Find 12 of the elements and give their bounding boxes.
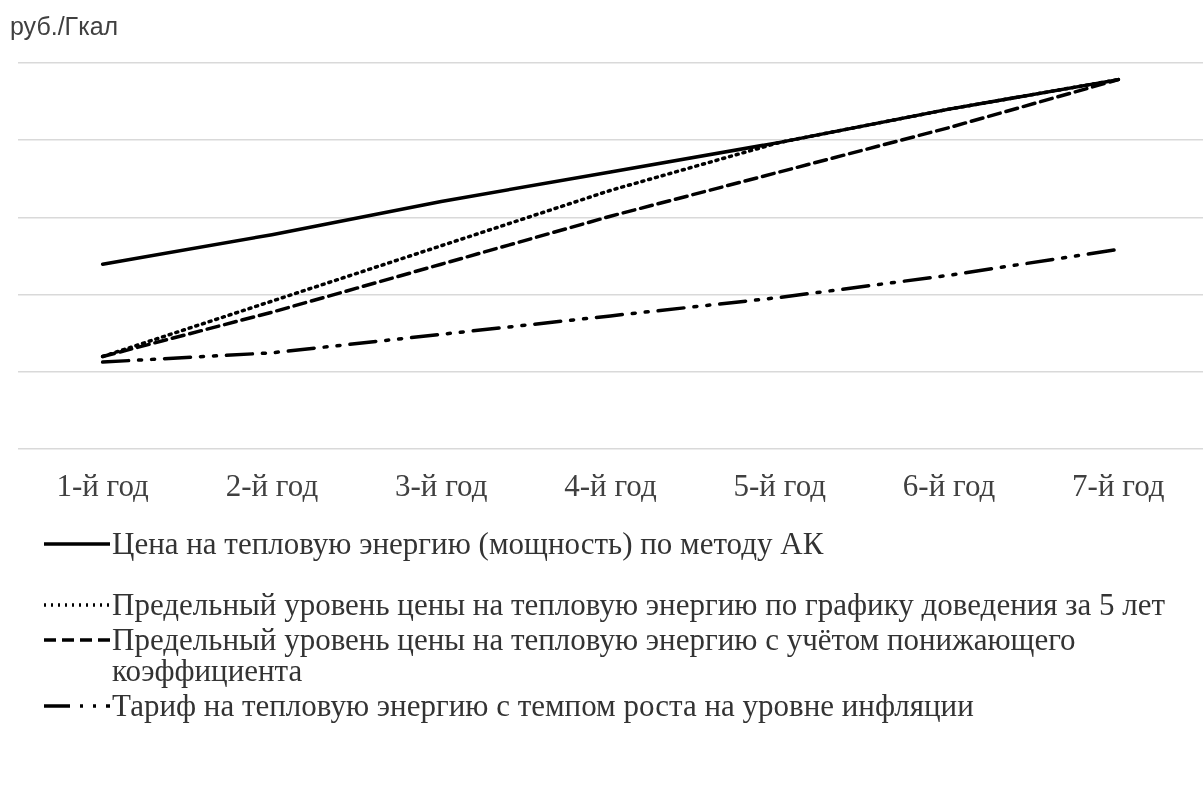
y-axis-title: руб./Гкал (10, 12, 119, 41)
legend-label: Предельный уровень цены на тепловую энергию с учётом понижающего коэффициента (112, 622, 1077, 688)
x-tick-label: 1-й год (56, 467, 150, 503)
legend-label: Цена на тепловую энергию (мощность) по методу АК (112, 526, 824, 561)
legend-label: Предельный уровень цены на тепловую энергию по графику доведения за 5 лет (112, 587, 1166, 622)
x-tick-label: 3-й год (394, 467, 488, 503)
x-tick-label: 4-й год (564, 467, 657, 503)
x-tick-label: 6-й год (902, 467, 996, 503)
x-tick-label: 5-й год (733, 467, 827, 503)
x-tick-label: 7-й год (1072, 467, 1165, 503)
legend-label: Тариф на тепловую энергию с темпом роста на уровне инфляции (112, 688, 974, 723)
x-tick-label: 2-й год (225, 467, 319, 503)
